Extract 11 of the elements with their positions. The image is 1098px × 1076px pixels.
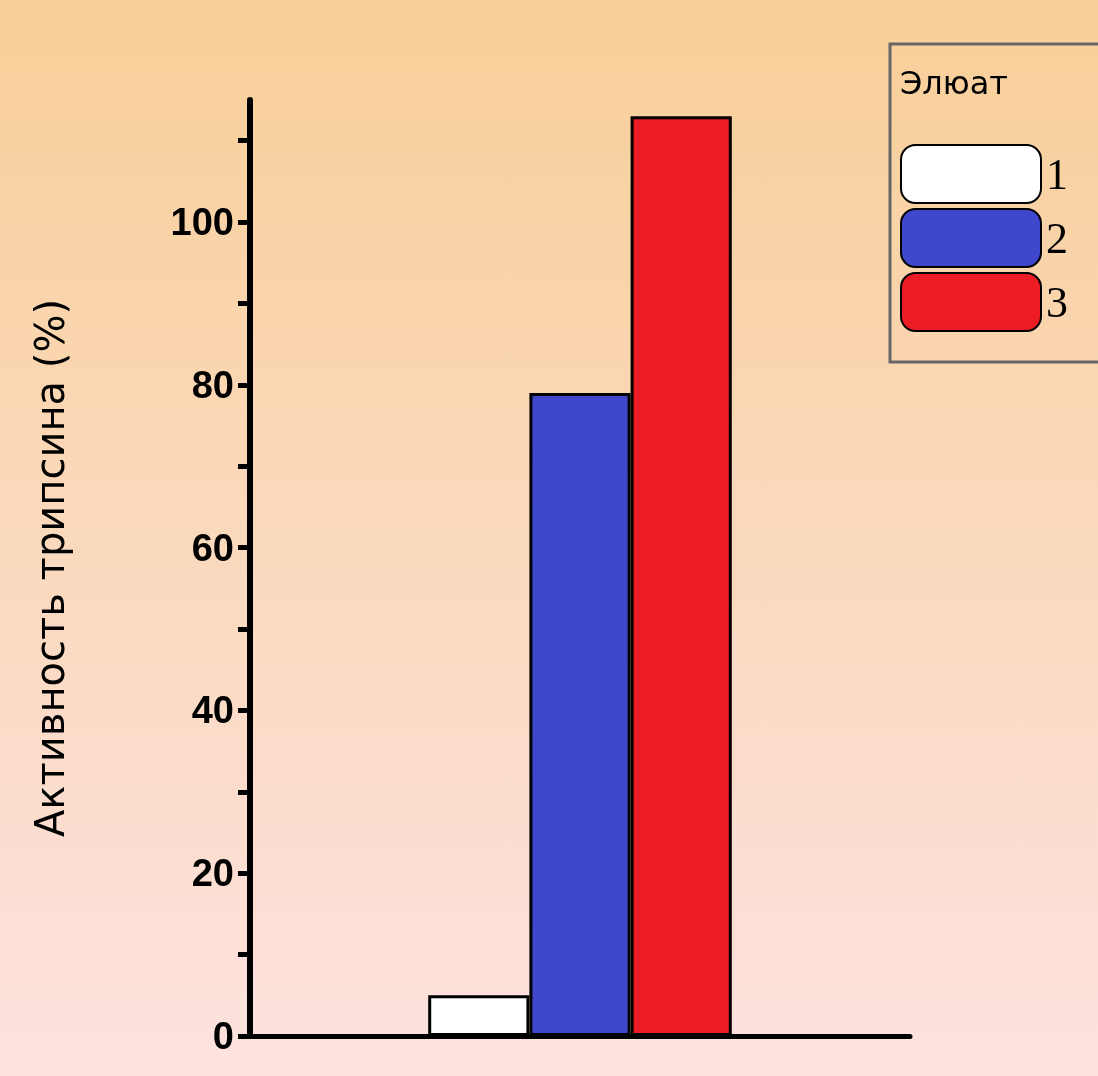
legend-label: 1 bbox=[1046, 149, 1068, 199]
y-axis-title: Активность трипсина (%) bbox=[27, 298, 73, 838]
y-tick-label: 100 bbox=[170, 201, 234, 244]
y-tick-label: 0 bbox=[212, 1015, 234, 1057]
y-tick-label: 20 bbox=[191, 852, 234, 895]
legend-label: 2 bbox=[1046, 213, 1068, 263]
legend-label: 3 bbox=[1046, 277, 1068, 327]
legend-title: Элюат bbox=[900, 64, 1008, 102]
y-tick-label: 40 bbox=[191, 689, 234, 732]
y-tick-label: 60 bbox=[191, 526, 234, 569]
y-tick-label: 80 bbox=[191, 363, 234, 406]
